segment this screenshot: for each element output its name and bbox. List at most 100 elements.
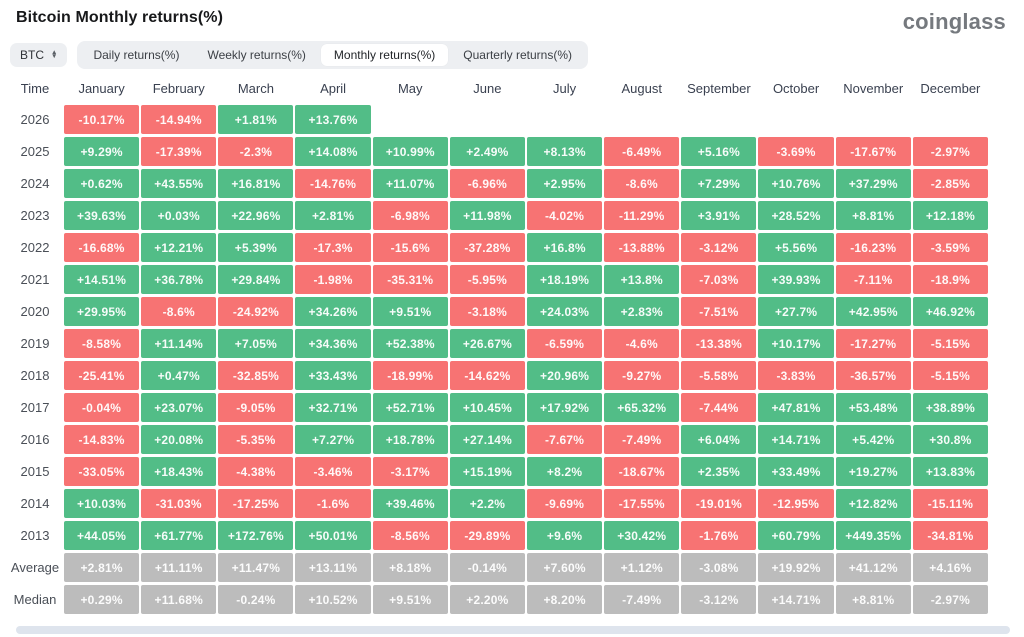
return-cell-2014: -15.11% [912, 489, 988, 518]
return-cell-2022: +16.8% [526, 233, 603, 262]
return-cell-2016: +5.42% [835, 425, 911, 454]
return-cell-2021: -7.11% [835, 265, 911, 294]
return-cell-2022: -16.23% [835, 233, 911, 262]
tab-daily[interactable]: Daily returns(%) [93, 48, 180, 62]
return-cell-2025: -17.67% [835, 137, 911, 166]
column-header-time: Time [20, 80, 50, 96]
row-label-2025: 2025 [20, 144, 50, 159]
column-header-june: June [473, 80, 502, 96]
return-cell-2016: +20.08% [141, 425, 217, 454]
return-cell-2013: +50.01% [295, 521, 371, 550]
row-label-2015: 2015 [20, 464, 50, 479]
topbar: Bitcoin Monthly returns(%) coinglass [0, 0, 1024, 33]
monthly-returns-table: Time January February March April May June July… [8, 77, 988, 614]
return-cell-average: -3.08% [681, 553, 757, 582]
return-cell-2022: +12.21% [141, 233, 217, 262]
return-cell-2026 [758, 105, 833, 134]
return-cell-2023: +0.03% [141, 201, 217, 230]
return-cell-2019: -5.15% [912, 329, 988, 358]
return-cell-2024: -8.6% [604, 169, 680, 198]
return-cell-median: +10.52% [295, 585, 371, 614]
row-label-2023: 2023 [20, 208, 50, 223]
return-cell-2021: +14.51% [64, 265, 140, 294]
return-cell-average: +11.47% [218, 553, 294, 582]
return-cell-2019: +52.38% [372, 329, 448, 358]
return-cell-2022: +5.39% [218, 233, 294, 262]
return-cell-2023: +28.52% [758, 201, 834, 230]
return-cell-2019: +34.36% [295, 329, 371, 358]
return-cell-2017: +23.07% [141, 393, 217, 422]
return-cell-2013: +61.77% [141, 521, 217, 550]
return-cell-2014: +39.46% [372, 489, 448, 518]
return-cell-2025: -2.97% [912, 137, 988, 166]
returns-period-tabs: Daily returns(%) Weekly returns(%) Monthly… [77, 41, 588, 69]
return-cell-2026: +13.76% [295, 105, 371, 134]
column-header-august: August [621, 80, 662, 96]
return-cell-median: +0.29% [64, 585, 140, 614]
return-cell-2017: +53.48% [835, 393, 911, 422]
return-cell-2026 [450, 105, 525, 134]
row-label-2024: 2024 [20, 176, 50, 191]
return-cell-2015: +15.19% [449, 457, 525, 486]
row-label-median: Median [13, 592, 57, 607]
symbol-select-value: BTC [20, 48, 44, 62]
symbol-select[interactable]: BTC ▲ ▼ [10, 43, 68, 67]
row-label-2021: 2021 [20, 272, 50, 287]
row-label-2014: 2014 [20, 496, 50, 511]
return-cell-2020: +2.83% [604, 297, 680, 326]
return-cell-2017: +65.32% [604, 393, 680, 422]
return-cell-2015: -18.67% [604, 457, 680, 486]
return-cell-2023: +2.81% [295, 201, 371, 230]
return-cell-2018: +33.43% [295, 361, 371, 390]
horizontal-scrollbar[interactable] [16, 626, 1010, 634]
return-cell-2016: -7.49% [604, 425, 680, 454]
return-cell-2019: +11.14% [141, 329, 217, 358]
return-cell-2023: +3.91% [681, 201, 757, 230]
tab-monthly[interactable]: Monthly returns(%) [320, 44, 449, 66]
column-header-december: December [920, 80, 981, 96]
return-cell-2025: +9.29% [64, 137, 140, 166]
return-cell-2020: +24.03% [526, 297, 603, 326]
return-cell-2020: +34.26% [295, 297, 371, 326]
column-header-november: November [843, 80, 904, 96]
return-cell-2013: +9.6% [526, 521, 603, 550]
return-cell-average: +8.18% [372, 553, 448, 582]
return-cell-2016: +6.04% [681, 425, 757, 454]
return-cell-2024: +0.62% [64, 169, 140, 198]
return-cell-2019: -8.58% [64, 329, 140, 358]
return-cell-2018: -5.15% [912, 361, 988, 390]
return-cell-2020: -8.6% [141, 297, 217, 326]
return-cell-2024: +10.76% [758, 169, 834, 198]
return-cell-2021: +29.84% [218, 265, 294, 294]
column-header-october: October [772, 80, 820, 96]
return-cell-2024: +7.29% [681, 169, 757, 198]
return-cell-2021: +36.78% [141, 265, 217, 294]
return-cell-2017: -0.04% [64, 393, 140, 422]
return-cell-2017: -9.05% [218, 393, 294, 422]
return-cell-2025: -2.3% [218, 137, 294, 166]
return-cell-2017: +38.89% [912, 393, 988, 422]
return-cell-2022: -3.12% [681, 233, 757, 262]
return-cell-2024: -2.85% [912, 169, 988, 198]
return-cell-2026 [373, 105, 448, 134]
return-cell-2022: -13.88% [604, 233, 680, 262]
return-cell-2024: +43.55% [141, 169, 217, 198]
column-header-april: April [320, 80, 347, 96]
return-cell-2015: -33.05% [64, 457, 140, 486]
row-label-2026: 2026 [20, 112, 50, 127]
return-cell-average: +11.11% [141, 553, 217, 582]
return-cell-2016: -5.35% [218, 425, 294, 454]
tab-quarterly[interactable]: Quarterly returns(%) [463, 48, 572, 62]
row-label-2022: 2022 [20, 240, 50, 255]
return-cell-2020: -3.18% [449, 297, 525, 326]
tab-weekly[interactable]: Weekly returns(%) [207, 48, 306, 62]
return-cell-2024: +37.29% [835, 169, 911, 198]
return-cell-2024: +2.95% [526, 169, 603, 198]
return-cell-2018: +0.47% [141, 361, 217, 390]
return-cell-2020: +46.92% [912, 297, 988, 326]
return-cell-2018: -9.27% [604, 361, 680, 390]
return-cell-2020: +27.7% [758, 297, 834, 326]
return-cell-2020: +42.95% [835, 297, 911, 326]
return-cell-2018: -14.62% [449, 361, 525, 390]
return-cell-2022: -15.6% [372, 233, 448, 262]
